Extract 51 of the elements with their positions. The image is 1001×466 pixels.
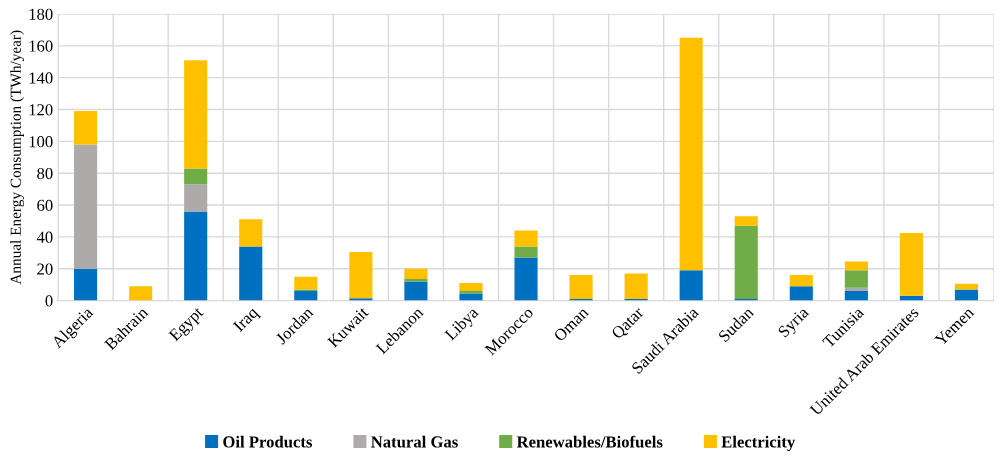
bar	[294, 291, 318, 301]
y-tick-label: 160	[29, 40, 53, 52]
x-tick-label: Iraq	[232, 306, 262, 335]
legend-label: Natural Gas	[371, 435, 458, 448]
bar	[239, 219, 263, 247]
bar	[844, 287, 868, 292]
y-tick-label: 20	[37, 263, 53, 275]
bar	[899, 232, 923, 296]
bar	[789, 286, 813, 301]
bar	[679, 270, 703, 301]
bar	[954, 289, 979, 301]
y-tick-label: 0	[45, 295, 53, 307]
bar	[734, 225, 758, 299]
bar	[459, 293, 483, 301]
legend-label: Electricity	[721, 435, 796, 451]
legend-label: Oil Products	[223, 435, 312, 448]
bar	[844, 270, 868, 288]
bar	[184, 168, 208, 185]
y-tick-label: 140	[29, 72, 53, 84]
bar	[514, 257, 538, 301]
x-tick-label: Syria	[777, 305, 812, 341]
y-tick-label: 60	[37, 199, 53, 211]
bar	[459, 283, 483, 292]
y-tick-label: 40	[36, 231, 53, 243]
bar	[844, 291, 868, 301]
y-tick-label: 80	[37, 167, 53, 180]
bar	[404, 281, 428, 301]
bar	[74, 144, 98, 269]
bar	[184, 184, 208, 212]
bar	[404, 268, 428, 280]
bar	[184, 211, 208, 301]
y-axis-title: Annual Energy Consumption (TWh/year)	[10, 30, 25, 285]
bar	[349, 252, 373, 299]
bar	[74, 268, 98, 301]
bar	[734, 216, 758, 226]
y-tick-label: 100	[29, 136, 53, 148]
bar	[74, 111, 98, 145]
bar	[239, 246, 263, 301]
y-tick-label: 120	[29, 104, 53, 116]
y-tick-label: 180	[29, 8, 53, 20]
bar	[569, 275, 593, 299]
bar	[514, 230, 538, 247]
legend-label: Renewables/Biofuels	[516, 435, 663, 448]
bar	[679, 37, 703, 271]
bar	[294, 276, 318, 290]
bar	[624, 273, 648, 299]
bar	[514, 246, 538, 258]
bar	[129, 286, 153, 301]
bar	[184, 60, 208, 169]
bar	[789, 275, 813, 287]
bar	[844, 261, 868, 271]
